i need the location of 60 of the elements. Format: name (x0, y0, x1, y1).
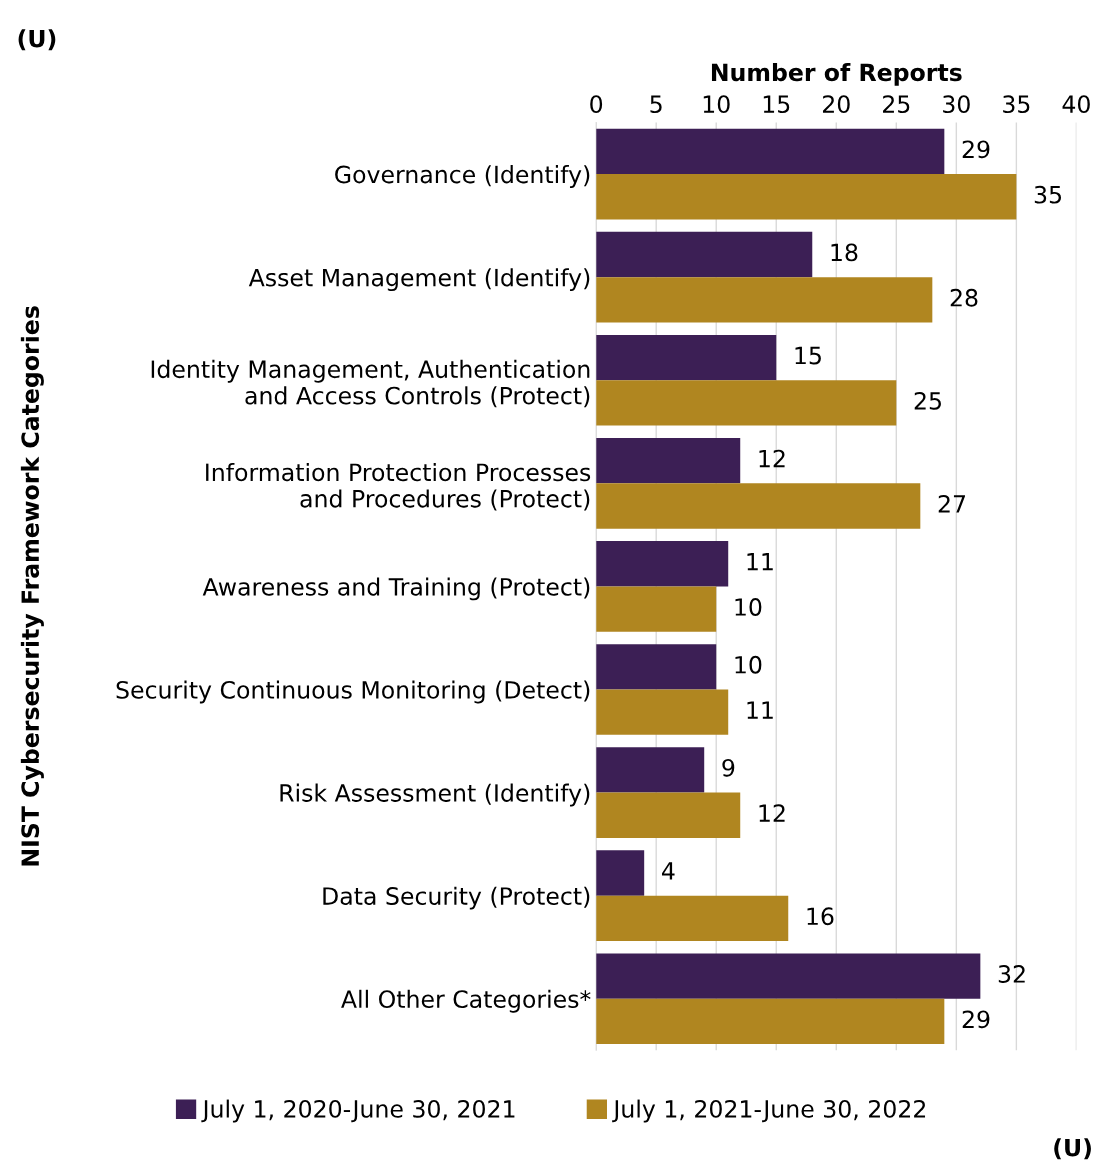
legend-label: July 1, 2021-June 30, 2022 (612, 1099, 926, 1123)
bar (596, 850, 645, 896)
x-axis-title: Number of Reports (711, 62, 962, 86)
bar (596, 380, 897, 426)
data-label: 11 (747, 701, 773, 719)
x-tick-label: 5 (650, 95, 662, 114)
data-label: 25 (914, 391, 941, 410)
bar (596, 541, 729, 587)
data-label: 11 (747, 553, 773, 571)
bar (596, 174, 1017, 220)
text: (U) (1054, 1138, 1091, 1160)
data-label: 16 (807, 907, 834, 926)
bar (596, 644, 717, 690)
bar (596, 953, 981, 999)
y-tick-label: Data Security (Protect) (323, 886, 590, 910)
data-label: 27 (938, 495, 966, 513)
bar (596, 792, 741, 838)
x-tick-label: 0 (590, 95, 603, 114)
bar (596, 231, 813, 278)
y-tick-label: Awareness and Training (Protect) (202, 577, 590, 601)
data-label: 12 (759, 449, 785, 468)
data-label: 32 (998, 965, 1025, 983)
bar (596, 586, 717, 632)
data-label: 35 (1034, 185, 1062, 204)
y-tick-label: Asset Management (Identify) (248, 268, 590, 292)
text: (U) (18, 29, 56, 51)
data-label: 29 (962, 1010, 990, 1029)
data-label: 10 (735, 655, 762, 674)
x-tick-label: 30 (943, 95, 970, 114)
bar (596, 128, 945, 175)
bar (596, 895, 789, 942)
x-tick-label: 25 (883, 95, 910, 114)
x-tick-label: 35 (1003, 95, 1030, 114)
y-tick-label: Information Protection Processes and Procedures (Protect) (206, 462, 591, 511)
data-label: 28 (950, 288, 978, 307)
bar (596, 334, 777, 381)
x-tick-label: 15 (763, 95, 790, 114)
bar (596, 483, 921, 529)
y-tick-label: All Other Categories* (341, 989, 591, 1013)
data-label: 15 (795, 346, 821, 365)
data-label: 10 (735, 598, 762, 616)
data-label: 18 (831, 243, 858, 262)
bar (596, 437, 741, 484)
x-tick-label: 20 (822, 95, 850, 114)
bar (596, 998, 945, 1045)
y-tick-label: Identity Management, Authentication and Access Controls (Protect) (151, 359, 590, 408)
x-tick-label: 10 (703, 95, 730, 114)
legend-label: July 1, 2020-June 30, 2021 (201, 1099, 515, 1123)
y-axis-title: NIST Cybersecurity Framework Categories (20, 306, 44, 866)
y-tick-label: Governance (Identify) (335, 165, 590, 188)
data-label: 9 (722, 758, 735, 777)
x-tick-label: 40 (1062, 95, 1090, 114)
data-label: 12 (759, 804, 785, 822)
y-tick-label: Security Continuous Monitoring (Detect) (116, 680, 590, 704)
bar (596, 689, 729, 735)
data-label: 4 (662, 862, 675, 880)
data-label: 29 (962, 140, 990, 159)
bar (596, 277, 933, 323)
bar (596, 747, 705, 793)
y-tick-label: Risk Assessment (Identify) (280, 783, 590, 807)
